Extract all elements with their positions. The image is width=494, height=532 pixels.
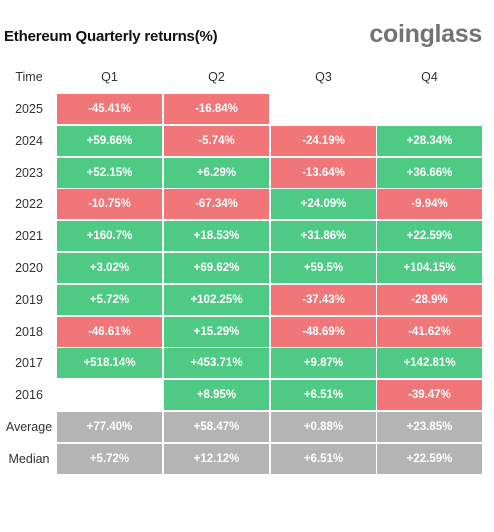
return-cell: +453.71% bbox=[164, 348, 269, 379]
return-cell: -41.62% bbox=[377, 316, 482, 347]
return-cell: -37.43% bbox=[271, 284, 376, 315]
summary-cell: +58.47% bbox=[164, 412, 269, 442]
summary-cell: +0.88% bbox=[271, 412, 376, 442]
return-cell: -13.64% bbox=[271, 157, 376, 188]
row-label-year: 2017 bbox=[15, 356, 43, 371]
return-cell: -28.9% bbox=[377, 284, 482, 315]
return-cell: +24.09% bbox=[271, 189, 376, 220]
summary-cell: +23.85% bbox=[377, 412, 482, 442]
return-cell: -9.94% bbox=[377, 189, 482, 220]
return-cell: -39.47% bbox=[377, 380, 482, 411]
return-cell bbox=[271, 94, 376, 124]
header-q3: Q3 bbox=[315, 70, 332, 84]
return-cell: -5.74% bbox=[164, 125, 269, 156]
return-cell: +31.86% bbox=[271, 221, 376, 252]
return-cell bbox=[377, 94, 482, 124]
return-cell: +28.34% bbox=[377, 125, 482, 156]
row-label-year: 2016 bbox=[15, 388, 43, 403]
return-cell: +142.81% bbox=[377, 348, 482, 379]
return-cell: +104.15% bbox=[377, 253, 482, 283]
summary-cell: +6.51% bbox=[271, 443, 376, 474]
return-cell: -48.69% bbox=[271, 316, 376, 347]
row-label-year: 2020 bbox=[15, 261, 43, 275]
return-cell: -45.41% bbox=[57, 94, 162, 124]
return-cell: +6.51% bbox=[271, 380, 376, 411]
return-cell: +5.72% bbox=[57, 284, 162, 315]
return-cell: -10.75% bbox=[57, 189, 162, 220]
return-cell: +8.95% bbox=[164, 380, 269, 411]
return-cell: -67.34% bbox=[164, 189, 269, 220]
row-label-year: 2024 bbox=[15, 133, 43, 148]
row-label-year: 2021 bbox=[15, 229, 43, 244]
return-cell: +6.29% bbox=[164, 157, 269, 188]
row-label-year: 2022 bbox=[15, 197, 43, 212]
header-q4: Q4 bbox=[421, 70, 438, 84]
row-label-average: Average bbox=[5, 420, 53, 434]
return-cell: +15.29% bbox=[164, 316, 269, 347]
return-cell: -16.84% bbox=[164, 94, 269, 124]
header-time: Time bbox=[15, 70, 43, 84]
return-cell bbox=[57, 380, 162, 411]
return-cell: +36.66% bbox=[377, 157, 482, 188]
return-cell: +59.66% bbox=[57, 125, 162, 156]
summary-cell: +5.72% bbox=[57, 443, 162, 474]
return-cell: +102.25% bbox=[164, 284, 269, 315]
return-cell: -46.61% bbox=[57, 316, 162, 347]
return-cell: +18.53% bbox=[164, 221, 269, 252]
summary-cell: +22.59% bbox=[377, 443, 482, 474]
summary-cell: +77.40% bbox=[57, 412, 162, 442]
row-label-year: 2018 bbox=[15, 324, 43, 339]
brand-logo: coinglass bbox=[369, 20, 482, 48]
header-q2: Q2 bbox=[208, 70, 225, 84]
chart-title: Ethereum Quarterly returns(%) bbox=[4, 28, 218, 45]
return-cell: +518.14% bbox=[57, 348, 162, 379]
return-cell: +52.15% bbox=[57, 157, 162, 188]
row-label-year: 2019 bbox=[15, 292, 43, 307]
return-cell: +160.7% bbox=[57, 221, 162, 252]
summary-cell: +12.12% bbox=[164, 443, 269, 474]
return-cell: +69.62% bbox=[164, 253, 269, 283]
row-label-year: 2023 bbox=[15, 165, 43, 180]
return-cell: +9.87% bbox=[271, 348, 376, 379]
return-cell: +22.59% bbox=[377, 221, 482, 252]
return-cell: +3.02% bbox=[57, 253, 162, 283]
row-label-year: 2025 bbox=[15, 102, 43, 116]
return-cell: -24.19% bbox=[271, 125, 376, 156]
row-label-median: Median bbox=[8, 451, 50, 466]
header-q1: Q1 bbox=[101, 70, 118, 84]
return-cell: +59.5% bbox=[271, 253, 376, 283]
